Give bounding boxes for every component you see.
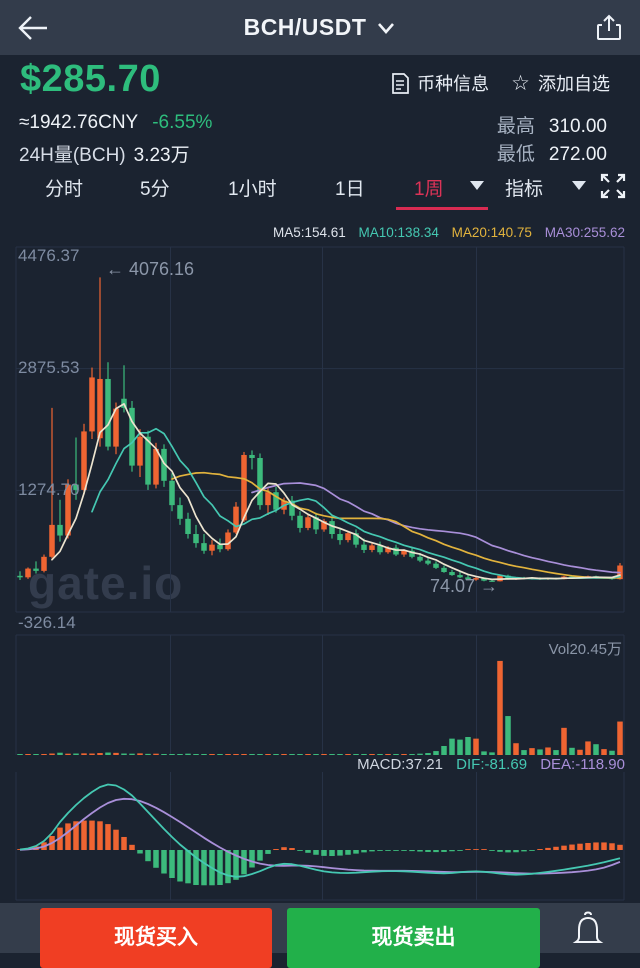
top-bar: BCH/USDT: [0, 0, 640, 55]
gateio-watermark: gate.io: [28, 557, 184, 609]
volume-label: Vol20.45万: [548, 641, 622, 658]
add-favorite-label: 添加自选: [538, 74, 610, 94]
macd-legend: MACD:37.21 DIF:-81.69 DEA:-118.90: [348, 756, 625, 773]
candlestick-chart-canvas[interactable]: [0, 0, 640, 905]
current-price: $285.70: [20, 58, 161, 100]
indicator-dropdown-caret[interactable]: [572, 181, 586, 190]
price-alert-bell-icon[interactable]: [566, 908, 610, 952]
tab-indicator[interactable]: 指标: [505, 179, 544, 200]
tab-timeline[interactable]: 分时: [45, 179, 84, 200]
vol24-value: 3.23万: [133, 145, 190, 166]
vol24-label: 24H量(BCH): [19, 145, 126, 166]
coin-info-label: 币种信息: [417, 74, 490, 94]
y-axis-label-3: -326.14: [18, 613, 76, 632]
star-icon: ☆: [511, 71, 530, 95]
ma10-label: MA10:138.34: [358, 225, 439, 240]
tab-1hour[interactable]: 1小时: [228, 179, 277, 200]
macd-value-label: MACD:37.21: [357, 756, 443, 773]
ma30-label: MA30:255.62: [544, 225, 625, 240]
chevron-down-icon: [378, 22, 395, 34]
y-axis-label-2: 1274.70: [18, 480, 80, 499]
tab-5min[interactable]: 5分: [140, 179, 170, 200]
pair-title-label: BCH/USDT: [243, 14, 367, 40]
fullscreen-icon[interactable]: [599, 172, 627, 200]
period-dropdown-caret[interactable]: [470, 181, 484, 190]
tab-1day[interactable]: 1日: [335, 179, 365, 200]
tab-1week-active[interactable]: 1周: [414, 179, 444, 200]
spot-sell-button[interactable]: 现货卖出: [287, 908, 540, 968]
high-label: 最高: [496, 116, 535, 137]
y-axis-label-0: 4476.37: [18, 246, 80, 265]
share-icon[interactable]: [594, 13, 624, 43]
change-percent: -6.55%: [152, 112, 213, 133]
dif-value-label: DIF:-81.69: [456, 756, 528, 773]
pair-title[interactable]: BCH/USDT: [0, 0, 640, 55]
ma5-label: MA5:154.61: [272, 225, 346, 240]
document-icon: [391, 72, 410, 94]
spot-buy-button[interactable]: 现货买入: [40, 908, 272, 968]
active-tab-underline: [396, 207, 488, 210]
cny-price: ≈1942.76CNY: [19, 112, 139, 133]
ma20-label: MA20:140.75: [451, 225, 532, 240]
back-arrow-icon[interactable]: [16, 13, 50, 43]
add-favorite-button[interactable]: ☆ 添加自选: [511, 70, 610, 96]
low-value: 272.00: [548, 144, 607, 165]
high-value: 310.00: [548, 116, 607, 137]
min-price-annotation: 74.07 →: [429, 576, 498, 596]
ma-legend: MA5:154.61 MA10:138.34 MA20:140.75 MA30:…: [264, 225, 625, 240]
max-price-annotation: ← 4076.16: [106, 259, 195, 279]
high-row: 最高 310.00: [497, 111, 607, 138]
coin-info-button[interactable]: 币种信息: [391, 70, 489, 96]
y-axis-label-1: 2875.53: [18, 358, 80, 377]
dea-value-label: DEA:-118.90: [540, 756, 625, 773]
low-row: 最低 272.00: [497, 139, 607, 166]
low-label: 最低: [496, 144, 535, 165]
